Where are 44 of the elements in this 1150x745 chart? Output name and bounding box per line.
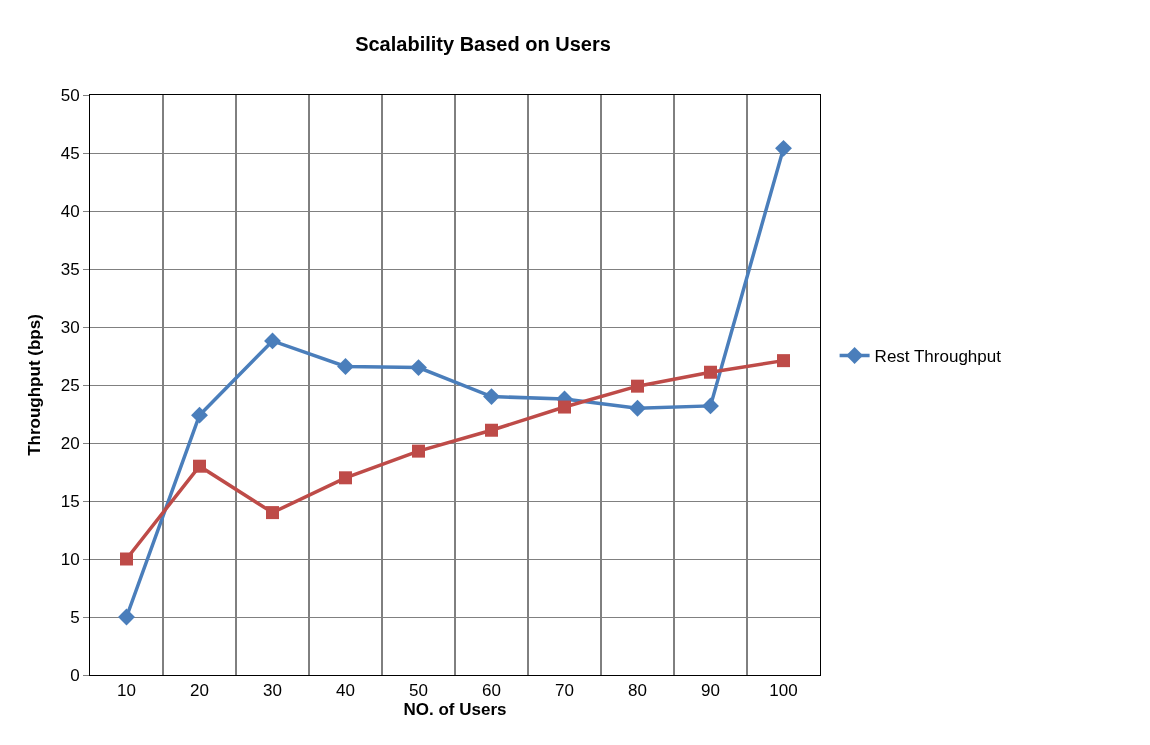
point bbox=[704, 365, 717, 379]
y-axis-title: Throughput (bps) bbox=[25, 314, 45, 456]
y-tick-label: 5 bbox=[70, 607, 80, 627]
y-tick-label: 25 bbox=[60, 375, 80, 395]
point bbox=[410, 359, 427, 377]
point bbox=[629, 399, 646, 417]
x-tick-label: 50 bbox=[409, 681, 428, 701]
y-tick-label: 40 bbox=[60, 201, 80, 221]
point bbox=[775, 139, 792, 157]
point bbox=[339, 471, 352, 485]
x-tick-label: 40 bbox=[336, 681, 355, 701]
x-tick-label: 90 bbox=[701, 681, 720, 701]
x-tick-label: 60 bbox=[482, 681, 501, 701]
x-tick-label: 100 bbox=[769, 681, 798, 701]
legend-label: Rest Throughput bbox=[874, 347, 1002, 367]
y-tick-label: 45 bbox=[60, 143, 80, 163]
point bbox=[266, 506, 279, 520]
y-tick-label: 20 bbox=[60, 433, 80, 453]
chart-title: Scalability Based on Users bbox=[355, 33, 611, 56]
point bbox=[702, 397, 719, 415]
y-tick-label: 15 bbox=[60, 491, 80, 511]
point bbox=[485, 423, 498, 437]
point bbox=[483, 388, 500, 406]
point bbox=[191, 406, 208, 424]
point bbox=[264, 332, 281, 350]
point bbox=[777, 354, 790, 368]
point bbox=[631, 379, 644, 393]
point bbox=[120, 552, 133, 566]
y-tick-label: 10 bbox=[60, 549, 80, 569]
x-tick-label: 30 bbox=[263, 681, 282, 701]
y-tick-label: 50 bbox=[60, 85, 80, 105]
x-tick-label: 80 bbox=[628, 681, 647, 701]
y-tick-label: 30 bbox=[60, 317, 80, 337]
x-axis-title: NO. of Users bbox=[403, 700, 507, 720]
point bbox=[412, 444, 425, 458]
x-tick-label: 20 bbox=[190, 681, 209, 701]
point bbox=[193, 459, 206, 473]
point bbox=[118, 608, 135, 626]
y-tick-label: 35 bbox=[60, 259, 80, 279]
x-tick-label: 70 bbox=[555, 681, 574, 701]
y-tick-label: 0 bbox=[70, 665, 80, 685]
point bbox=[337, 357, 354, 375]
point bbox=[558, 400, 571, 414]
x-tick-label: 10 bbox=[117, 681, 136, 701]
